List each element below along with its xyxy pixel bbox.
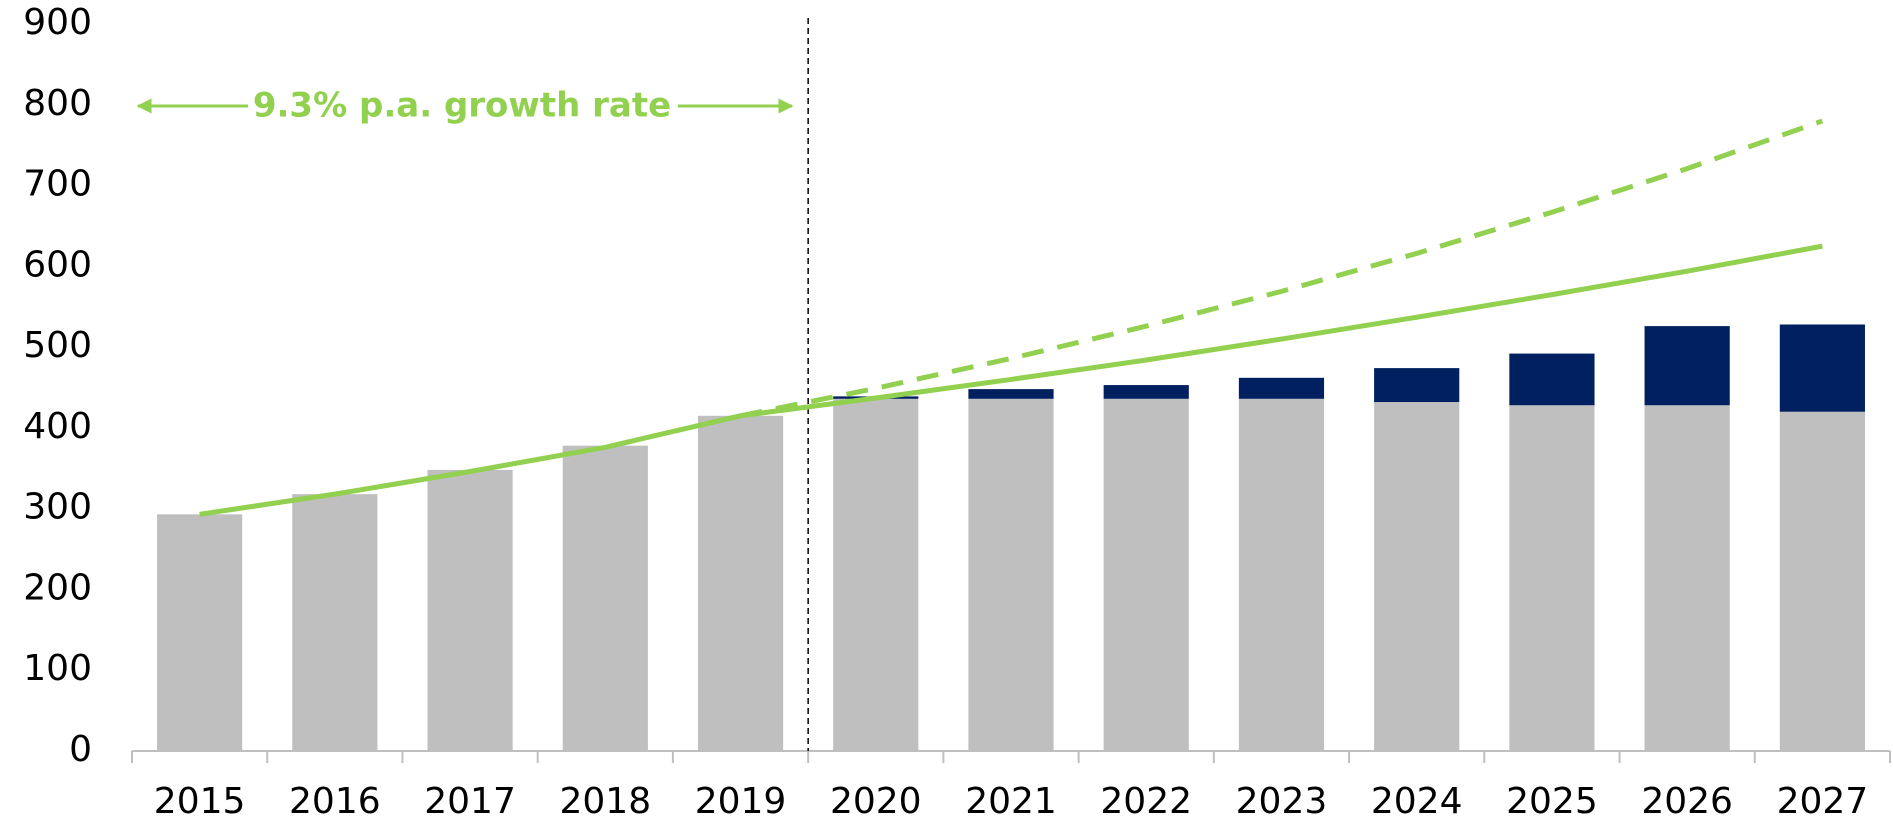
bar-segment bbox=[697, 415, 784, 751]
x-tick-label: 2021 bbox=[965, 781, 1057, 822]
x-tick-label: 2027 bbox=[1777, 781, 1869, 822]
bar-segment bbox=[562, 445, 648, 751]
y-tick-label: 700 bbox=[23, 164, 92, 205]
y-tick-label: 600 bbox=[23, 244, 92, 285]
x-tick-label: 2015 bbox=[154, 781, 246, 822]
bar-segment bbox=[157, 514, 243, 751]
x-tick-label: 2017 bbox=[424, 781, 516, 822]
bar-segment bbox=[1238, 398, 1325, 751]
x-tick-label: 2022 bbox=[1100, 781, 1192, 822]
x-tick-label: 2016 bbox=[289, 781, 381, 822]
bar-segment bbox=[1103, 398, 1189, 751]
bar-segment bbox=[833, 398, 919, 751]
x-tick-label: 2026 bbox=[1641, 781, 1733, 822]
y-tick-label: 0 bbox=[69, 729, 92, 770]
bar-segment bbox=[1374, 402, 1460, 751]
x-tick-label: 2024 bbox=[1371, 781, 1463, 822]
y-tick-label: 500 bbox=[23, 325, 92, 366]
y-tick-label: 900 bbox=[23, 2, 92, 43]
bar-segment bbox=[1779, 324, 1865, 412]
y-tick-label: 300 bbox=[23, 487, 92, 528]
x-tick-label: 2020 bbox=[830, 781, 922, 822]
annotation: 9.3% p.a. growth rate bbox=[253, 86, 671, 126]
y-tick-label: 400 bbox=[23, 406, 92, 447]
bar-segment bbox=[968, 398, 1054, 751]
x-tick-label: 2025 bbox=[1506, 781, 1598, 822]
bar-segment bbox=[1644, 326, 1730, 406]
line-series bbox=[740, 118, 1824, 419]
x-tick-label: 2019 bbox=[695, 781, 787, 822]
bar-segment bbox=[292, 494, 378, 751]
x-tick-label: 2018 bbox=[559, 781, 651, 822]
bar-segment bbox=[1509, 405, 1595, 751]
y-tick-label: 200 bbox=[23, 567, 92, 608]
line-series bbox=[199, 243, 1823, 517]
bar-segment bbox=[427, 469, 513, 751]
bar-segment bbox=[1779, 411, 1865, 751]
y-tick-label: 800 bbox=[23, 83, 92, 124]
bar-segment bbox=[1103, 385, 1189, 399]
x-tick-label: 2023 bbox=[1236, 781, 1328, 822]
y-tick-label: 100 bbox=[23, 648, 92, 689]
bar-segment bbox=[1374, 368, 1460, 403]
bar-segment bbox=[1644, 405, 1730, 751]
bar-segment bbox=[1238, 377, 1325, 399]
bar-segment bbox=[1509, 353, 1595, 406]
bar-segment bbox=[968, 389, 1054, 399]
